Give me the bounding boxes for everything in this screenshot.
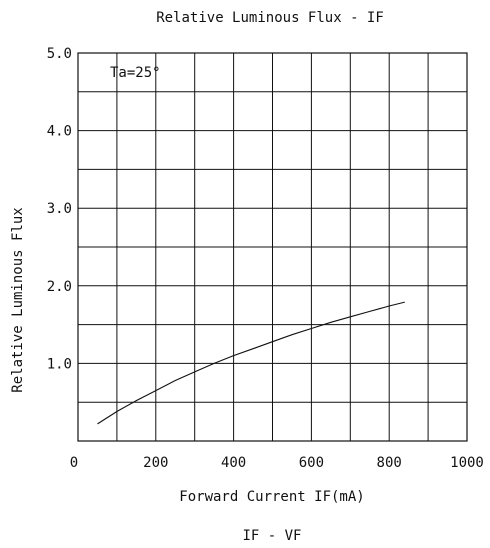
x-tick-labels: 0 200 400 600 800 1000 bbox=[70, 455, 484, 471]
x-tick-label: 800 bbox=[377, 455, 402, 471]
y-tick-label: 1.0 bbox=[47, 356, 72, 372]
y-tick-labels: 1.0 2.0 3.0 4.0 5.0 bbox=[47, 46, 72, 372]
series-curve bbox=[97, 301, 405, 425]
chart-title: Relative Luminous Flux - IF bbox=[156, 10, 384, 26]
grid bbox=[78, 53, 467, 441]
y-tick-label: 3.0 bbox=[47, 201, 72, 217]
caption: IF - VF bbox=[242, 528, 301, 544]
annotation-ta: Ta=25° bbox=[110, 65, 161, 81]
plot-frame bbox=[77, 52, 468, 442]
y-tick-label: 2.0 bbox=[47, 279, 72, 295]
x-tick-label: 0 bbox=[70, 455, 78, 471]
x-tick-label: 200 bbox=[143, 455, 168, 471]
x-tick-label: 600 bbox=[299, 455, 324, 471]
x-tick-label: 400 bbox=[221, 455, 246, 471]
x-tick-label: 1000 bbox=[450, 455, 484, 471]
y-tick-label: 4.0 bbox=[47, 124, 72, 140]
y-tick-label: 5.0 bbox=[47, 46, 72, 62]
x-axis-label: Forward Current IF(mA) bbox=[179, 489, 364, 505]
y-axis-label: Relative Luminous Flux bbox=[10, 207, 26, 392]
